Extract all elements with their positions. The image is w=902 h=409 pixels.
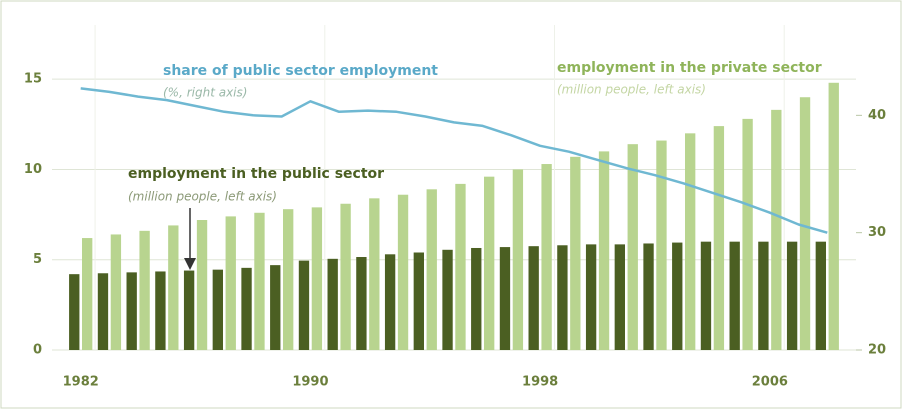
public-annotation: employment in the public sector	[128, 166, 384, 182]
bar	[528, 246, 539, 350]
private-annotation: employment in the private sector	[557, 60, 822, 76]
y2-tick-label: 40	[868, 108, 886, 123]
bar	[815, 241, 826, 350]
bar	[110, 234, 122, 350]
bar	[283, 209, 294, 350]
bar	[585, 244, 597, 350]
arrow-head	[184, 258, 196, 270]
bar	[771, 109, 782, 350]
bar	[168, 225, 179, 350]
bar	[442, 249, 453, 350]
bar	[183, 270, 195, 350]
y-tick-label: 10	[24, 162, 42, 177]
bar	[614, 244, 625, 350]
y-tick-label: 5	[33, 252, 42, 267]
bar	[484, 176, 495, 350]
bar	[270, 265, 281, 350]
bar	[557, 245, 568, 350]
bar	[729, 241, 740, 350]
bar	[828, 82, 839, 351]
bar	[413, 252, 424, 350]
bar	[672, 242, 683, 350]
bar	[700, 241, 712, 350]
bar	[512, 169, 524, 350]
line-annotation: share of public sector employment	[163, 63, 438, 79]
x-tick-label: 1990	[292, 375, 328, 390]
bar	[311, 207, 323, 350]
y-tick-label: 15	[24, 72, 42, 87]
bar	[656, 140, 667, 350]
x-tick-label: 1982	[63, 375, 99, 390]
bar	[196, 220, 208, 350]
bar	[627, 144, 638, 350]
bar	[685, 133, 696, 350]
bar	[541, 164, 552, 350]
bar	[643, 243, 654, 350]
bar	[799, 97, 811, 350]
bar	[126, 272, 137, 350]
bar	[212, 269, 223, 350]
y2-tick-label: 20	[868, 343, 886, 358]
bar	[455, 183, 466, 350]
x-tick-label: 1998	[522, 375, 558, 390]
bar	[384, 254, 396, 350]
line-annotation-note: (%, right axis)	[163, 86, 247, 100]
bar	[598, 151, 610, 350]
bar	[426, 189, 437, 350]
bar	[241, 267, 252, 350]
y2-tick-label: 30	[868, 225, 886, 240]
bar	[97, 273, 109, 350]
bar	[742, 118, 753, 350]
bar	[340, 203, 351, 350]
bar	[397, 194, 409, 350]
bar	[254, 212, 265, 350]
bar	[786, 241, 798, 350]
bar	[713, 126, 725, 350]
bar	[82, 238, 93, 350]
public-annotation-note: (million people, left axis)	[128, 190, 277, 204]
bar	[298, 260, 310, 350]
x-tick-label: 2006	[752, 375, 788, 390]
bar	[155, 271, 166, 350]
bar	[356, 257, 367, 350]
bar	[69, 274, 80, 350]
bar	[499, 247, 511, 350]
bar	[570, 156, 581, 350]
bar	[758, 241, 769, 350]
line	[80, 87, 828, 234]
private-annotation-note: (million people, left axis)	[557, 83, 706, 97]
bar	[471, 247, 482, 350]
bar	[369, 198, 380, 350]
bar	[139, 230, 150, 350]
bar	[225, 216, 236, 350]
y-tick-label: 0	[33, 343, 42, 358]
bar	[327, 258, 338, 350]
